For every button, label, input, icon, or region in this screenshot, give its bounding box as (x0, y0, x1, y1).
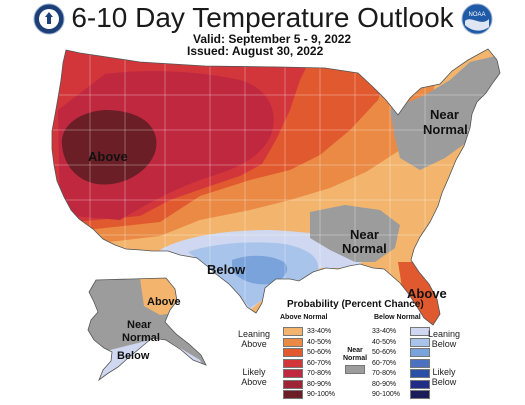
legend-range-label: 80-90% (307, 380, 332, 388)
alaska-outline (87, 277, 207, 382)
legend-row-below-3: 60-70% (372, 358, 432, 368)
legend-near-normal-swatch (345, 365, 365, 374)
legend-range-label: 70-80% (307, 370, 332, 377)
issued-label: Issued: (187, 44, 230, 58)
legend-range-label: 60-70% (307, 359, 332, 367)
legend-range-label: 33-40% (372, 328, 397, 335)
legend-above-header: Above Normal (280, 314, 328, 321)
legend-range-label: 90-100% (307, 391, 336, 398)
legend-row-above-1: 40-50% (283, 337, 343, 347)
legend-range-label: 40-50% (307, 338, 332, 346)
legend-row-above-3: 60-70% (283, 358, 343, 368)
near-header-2: Normal (343, 355, 368, 362)
noaa-logo-icon: NOAA (461, 3, 493, 35)
legend-swatch-below-4 (410, 369, 430, 378)
leaning-above-2: Above (241, 339, 267, 349)
legend-swatch-below-0 (410, 327, 430, 336)
likely-below-1: Likely (432, 367, 456, 377)
legend-range-label: 80-90% (372, 380, 397, 388)
legend-row-below-1: 40-50% (372, 337, 432, 347)
issued-line: Issued: August 30, 2022 (187, 44, 323, 58)
legend-swatch-below-1 (410, 337, 430, 347)
legend-swatch-below-3 (410, 358, 430, 368)
legend-range-label: 60-70% (372, 359, 397, 367)
legend-likely-above: Likely Above (234, 367, 274, 387)
legend-below-header: Below Normal (374, 314, 421, 321)
legend-row-above-5: 80-90% (283, 379, 343, 389)
label-above-alaska: Above (147, 296, 181, 308)
legend-near-header: Near Normal (343, 347, 367, 363)
label-near-ne-2: Normal (423, 122, 468, 137)
legend-row-above-2: 50-60% (283, 348, 343, 357)
legend-row-below-2: 50-60% (372, 348, 432, 357)
label-near-se-2: Normal (342, 241, 387, 256)
legend-row-below-4: 70-80% (372, 369, 432, 378)
label-below-south: Below (207, 262, 246, 277)
legend-swatch-below-2 (410, 348, 430, 357)
legend-row-below-5: 80-90% (372, 379, 432, 389)
zone-near-normal-northeast (390, 55, 500, 170)
page-title: 6-10 Day Temperature Outlook (71, 2, 454, 33)
label-near-ak-2: Normal (122, 332, 160, 344)
legend-range-label: 50-60% (307, 349, 332, 356)
label-below-alaska: Below (117, 350, 150, 362)
issued-value: August 30, 2022 (231, 44, 324, 58)
leaning-below-1: Leaning (427, 329, 461, 339)
likely-below-2: Below (431, 377, 457, 387)
legend-range-label: 33-40% (307, 328, 332, 335)
legend-row-above-0: 33-40% (283, 327, 343, 336)
legend-swatch-above-2 (283, 348, 303, 357)
legend-swatch-above-3 (283, 358, 303, 368)
leaning-above-1: Leaning (237, 329, 271, 339)
label-near-ne-1: Near (430, 107, 459, 122)
legend-range-label: 90-100% (372, 391, 401, 398)
state-lines (52, 49, 500, 300)
label-near-se-1: Near (350, 227, 379, 242)
legend-swatch-above-1 (283, 337, 303, 347)
valid-line: Valid: September 5 - 9, 2022 (193, 32, 351, 46)
legend-title: Probability (Percent Chance) (287, 299, 424, 310)
noaa-logo-text: NOAA (468, 12, 485, 18)
leaning-below-2: Below (431, 339, 457, 349)
legend-swatch-above-6 (283, 390, 303, 399)
legend-leaning-below: Leaning Below (424, 329, 464, 349)
legend-swatch-below-6 (410, 390, 430, 399)
legend-range-label: 70-80% (372, 370, 397, 377)
valid-value: September 5 - 9, 2022 (228, 32, 352, 46)
zone-above-90-100 (61, 110, 157, 185)
near-header-1: Near (347, 347, 363, 354)
zone-above-florida (398, 262, 444, 325)
legend-row-below-0: 33-40% (372, 327, 432, 336)
label-near-ak-1: Near (127, 319, 152, 331)
legend-likely-below: Likely Below (424, 367, 464, 387)
legend-swatch-above-5 (283, 379, 303, 389)
conus-outline (51, 48, 501, 326)
label-above-florida: Above (407, 286, 447, 301)
zone-below-50-60 (232, 255, 288, 285)
ak-zone-above (140, 278, 180, 315)
legend-range-label: 50-60% (372, 349, 397, 356)
likely-above-1: Likely (242, 367, 266, 377)
likely-above-2: Above (241, 377, 267, 387)
legend-swatch-below-5 (410, 379, 430, 389)
legend-swatch-above-0 (283, 327, 303, 336)
valid-label: Valid: (193, 32, 226, 46)
commerce-seal-icon (33, 3, 65, 35)
legend-row-above-4: 70-80% (283, 369, 343, 378)
legend-swatch-above-4 (283, 369, 303, 378)
legend-row-above-6: 90-100% (283, 390, 343, 399)
legend-leaning-above: Leaning Above (234, 329, 274, 349)
legend-row-below-6: 90-100% (372, 390, 432, 399)
label-above-west: Above (88, 149, 128, 164)
legend-range-label: 40-50% (372, 338, 397, 346)
